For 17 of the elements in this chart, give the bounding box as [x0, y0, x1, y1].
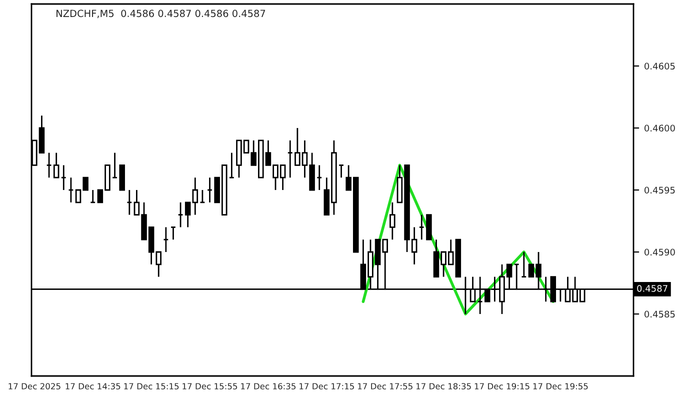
y-tick-label: 0.4585	[644, 310, 675, 318]
y-tick-label: 0.4595	[644, 186, 675, 194]
x-tick-label: 17 Dec 2025	[8, 383, 60, 390]
x-tick-label: 17 Dec 16:35	[241, 383, 296, 390]
y-tick-label: 0.4600	[644, 124, 675, 132]
x-tick-label: 17 Dec 15:55	[182, 383, 238, 390]
y-tick-label: 0.4590	[644, 248, 675, 256]
x-tick-label: 17 Dec 15:15	[124, 383, 179, 390]
x-tick-label: 17 Dec 19:55	[533, 383, 588, 390]
x-tick-label: 17 Dec 19:15	[474, 383, 530, 390]
y-tick-label: 0.4605	[644, 62, 675, 70]
ref-line-label: 0.4587	[637, 284, 668, 292]
x-tick-label: 17 Dec 17:15	[300, 383, 354, 390]
text: NZDCHF,M5 0.4586 0.4587 0.4586 0.4587	[56, 10, 266, 18]
x-tick-label: 17 Dec 18:35	[416, 383, 471, 390]
x-tick-label: 17 Dec 14:35	[66, 383, 120, 390]
x-tick-label: 17 Dec 17:55	[358, 383, 412, 390]
